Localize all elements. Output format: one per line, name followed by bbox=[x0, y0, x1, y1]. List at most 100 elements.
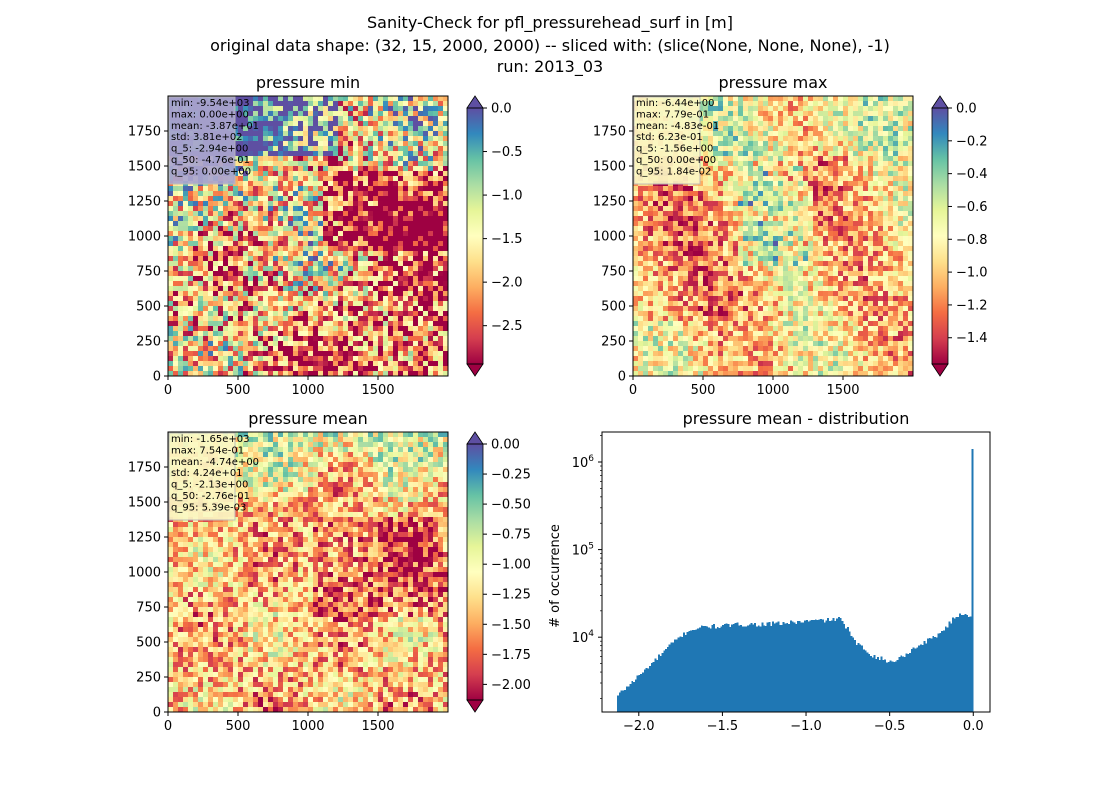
heatmap-cell bbox=[408, 316, 414, 322]
heatmap-cell bbox=[673, 191, 679, 197]
heatmap-cell bbox=[203, 296, 209, 302]
heatmap-cell bbox=[318, 356, 324, 362]
heatmap-cell bbox=[353, 96, 359, 102]
heatmap-cell bbox=[203, 241, 209, 247]
heatmap-cell bbox=[788, 171, 794, 177]
heatmap-cell bbox=[243, 201, 249, 207]
heatmap-cell bbox=[298, 126, 304, 132]
heatmap-cell bbox=[173, 316, 179, 322]
heatmap-cell bbox=[428, 281, 434, 287]
heatmap-cell bbox=[763, 336, 769, 342]
heatmap-cell bbox=[233, 101, 239, 107]
heatmap-cell bbox=[223, 281, 229, 287]
heatmap-cell bbox=[418, 126, 424, 132]
heatmap-cell bbox=[173, 276, 179, 282]
heatmap-cell bbox=[268, 356, 274, 362]
heatmap-cell bbox=[363, 171, 369, 177]
heatmap-cell bbox=[643, 261, 649, 267]
heatmap-cell bbox=[283, 361, 289, 367]
heatmap-cell bbox=[318, 96, 324, 102]
heatmap-cell bbox=[778, 121, 784, 127]
heatmap-cell bbox=[303, 336, 309, 342]
heatmap-cell bbox=[718, 301, 724, 307]
heatmap-cell bbox=[678, 361, 684, 367]
heatmap-cell bbox=[418, 226, 424, 232]
heatmap-cell bbox=[253, 271, 259, 277]
heatmap-cell bbox=[668, 246, 674, 252]
heatmap-cell bbox=[328, 116, 334, 122]
heatmap-cell bbox=[683, 261, 689, 267]
heatmap-cell bbox=[348, 341, 354, 347]
heatmap-cell bbox=[193, 241, 199, 247]
heatmap-cell bbox=[268, 126, 274, 132]
heatmap-cell bbox=[403, 341, 409, 347]
heatmap-cell bbox=[268, 286, 274, 292]
heatmap-cell bbox=[328, 311, 334, 317]
heatmap-cell bbox=[363, 191, 369, 197]
heatmap-cell bbox=[278, 131, 284, 137]
heatmap-cell bbox=[768, 286, 774, 292]
heatmap-cell bbox=[688, 206, 694, 212]
heatmap-cell bbox=[358, 291, 364, 297]
heatmap-cell bbox=[238, 271, 244, 277]
heatmap-cell bbox=[668, 321, 674, 327]
heatmap-cell bbox=[363, 271, 369, 277]
heatmap-cell bbox=[693, 291, 699, 297]
heatmap-cell bbox=[268, 266, 274, 272]
heatmap-cell bbox=[718, 316, 724, 322]
heatmap-cell bbox=[698, 231, 704, 237]
heatmap-cell bbox=[418, 366, 424, 372]
heatmap-cell bbox=[383, 126, 389, 132]
y-tick-label: 0 bbox=[153, 370, 161, 385]
heatmap-cell bbox=[268, 226, 274, 232]
heatmap-cell bbox=[363, 216, 369, 222]
heatmap-cell bbox=[383, 116, 389, 122]
heatmap-cell bbox=[358, 131, 364, 137]
heatmap-cell bbox=[168, 361, 174, 367]
heatmap-cell bbox=[293, 361, 299, 367]
heatmap-cell bbox=[283, 346, 289, 352]
heatmap-cell bbox=[668, 361, 674, 367]
heatmap-cell bbox=[773, 176, 779, 182]
heatmap-cell bbox=[178, 326, 184, 332]
heatmap-cell bbox=[373, 276, 379, 282]
heatmap-cell bbox=[348, 206, 354, 212]
heatmap-cell bbox=[438, 211, 444, 217]
heatmap-cell bbox=[423, 121, 429, 127]
heatmap-cell bbox=[323, 186, 329, 192]
heatmap-cell bbox=[208, 301, 214, 307]
heatmap-cell bbox=[298, 336, 304, 342]
heatmap-cell bbox=[258, 111, 264, 117]
heatmap-cell bbox=[773, 126, 779, 132]
heatmap-cell bbox=[233, 316, 239, 322]
heatmap-cell bbox=[243, 286, 249, 292]
heatmap-cell bbox=[718, 336, 724, 342]
heatmap-cell bbox=[713, 261, 719, 267]
heatmap-cell bbox=[168, 186, 174, 192]
heatmap-cell bbox=[748, 211, 754, 217]
heatmap-cell bbox=[678, 256, 684, 262]
heatmap-cell bbox=[278, 121, 284, 127]
heatmap-cell bbox=[233, 236, 239, 242]
heatmap-cell bbox=[258, 241, 264, 247]
heatmap-cell bbox=[443, 206, 449, 212]
heatmap-cell bbox=[188, 311, 194, 317]
heatmap-cell bbox=[733, 176, 739, 182]
heatmap-cell bbox=[268, 346, 274, 352]
heatmap-cell bbox=[363, 236, 369, 242]
heatmap-cell bbox=[693, 361, 699, 367]
heatmap-cell bbox=[433, 176, 439, 182]
heatmap-cell bbox=[753, 346, 759, 352]
heatmap-cell bbox=[263, 151, 269, 157]
heatmap-cell bbox=[658, 246, 664, 252]
heatmap-cell bbox=[358, 251, 364, 257]
heatmap-cell bbox=[343, 366, 349, 372]
heatmap-cell bbox=[378, 266, 384, 272]
heatmap-cell bbox=[303, 326, 309, 332]
heatmap-cell bbox=[238, 191, 244, 197]
heatmap-cell bbox=[763, 256, 769, 262]
heatmap-cell bbox=[383, 261, 389, 267]
heatmap-cell bbox=[648, 261, 654, 267]
heatmap-cell bbox=[768, 171, 774, 177]
heatmap-cell bbox=[223, 361, 229, 367]
